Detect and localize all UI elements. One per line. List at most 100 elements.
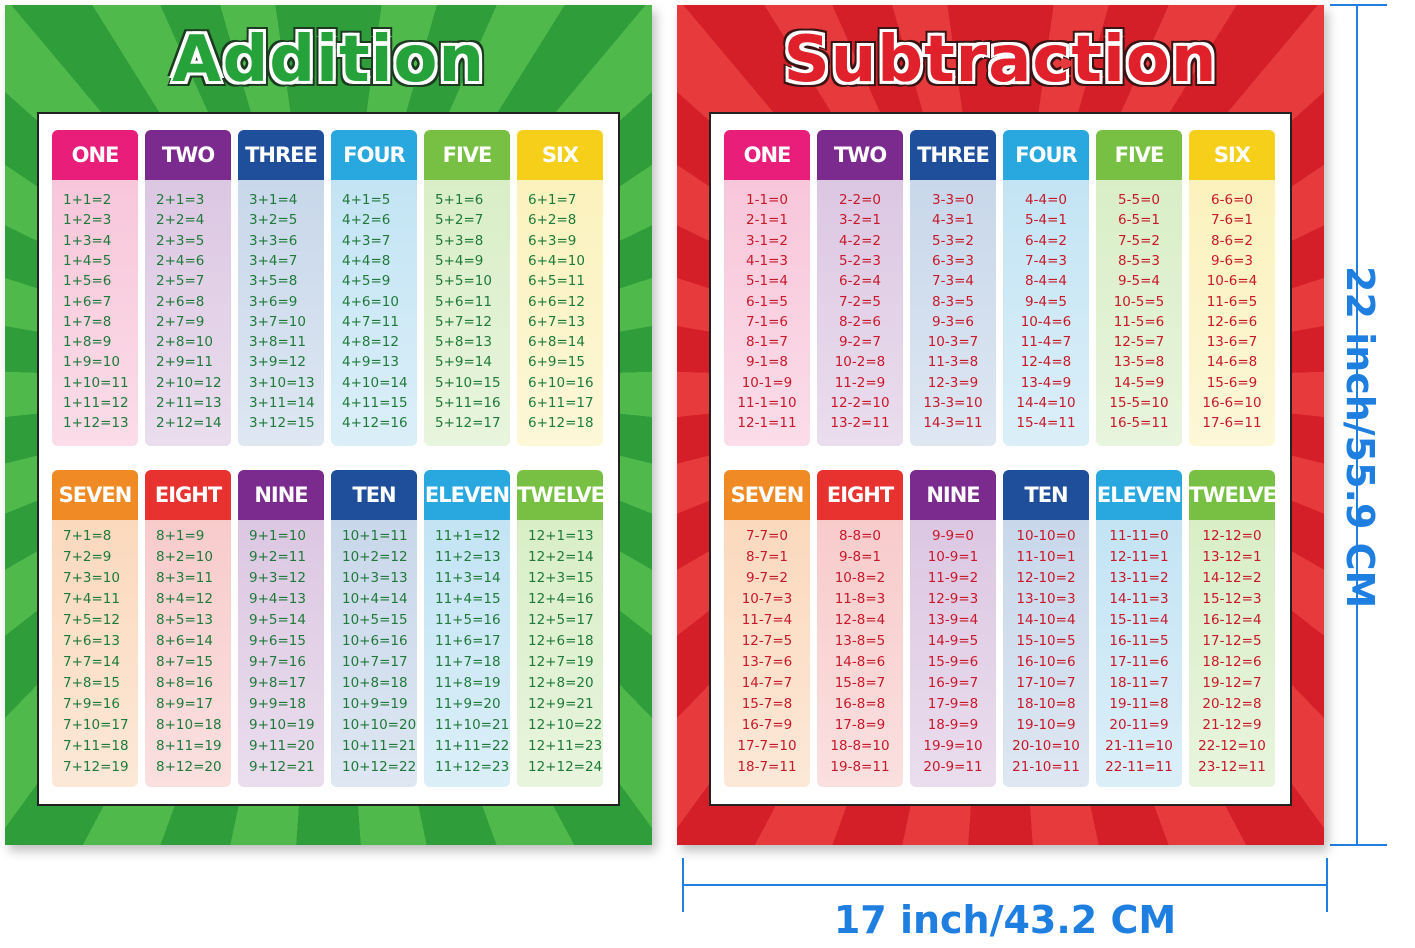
- column-header: ONE: [52, 130, 138, 180]
- equation: 12+1=13: [528, 528, 594, 544]
- equation: 10-7=3: [741, 591, 793, 607]
- column-body: [724, 180, 810, 446]
- equation: 9+10=19: [249, 717, 315, 733]
- equation: 11-4=7: [1020, 334, 1072, 351]
- equation: 10+9=19: [342, 696, 408, 712]
- equation: 2+5=7: [156, 273, 205, 290]
- equation: 15-5=10: [1109, 395, 1169, 411]
- equation: 18-8=10: [830, 738, 890, 754]
- equation: 4-2=2: [839, 232, 881, 249]
- equation: 9+7=16: [249, 654, 306, 670]
- equation: 7+10=17: [63, 717, 129, 733]
- equation: 19-8=11: [830, 759, 890, 775]
- equation: 16-9=7: [927, 675, 979, 691]
- equation: 4-1=3: [746, 252, 788, 269]
- equation: 10-1=9: [741, 374, 793, 391]
- column-body: [517, 180, 603, 446]
- equation: 12-7=5: [741, 633, 793, 649]
- equation: 5+11=16: [435, 395, 501, 411]
- equation: 14-3=11: [923, 415, 983, 432]
- equation: 13-8=5: [834, 633, 886, 649]
- equation: 3+1=4: [249, 192, 298, 208]
- equation: 5-5=0: [1118, 192, 1160, 208]
- column-header: TWELVE: [517, 470, 605, 520]
- equation: 10-6=4: [1206, 273, 1258, 290]
- equation: 8+10=18: [156, 717, 222, 733]
- column-header: ELEVEN: [424, 470, 510, 520]
- equation: 3+2=5: [249, 212, 298, 229]
- equation: 1-1=0: [746, 192, 788, 208]
- column-header: SIX: [517, 130, 603, 180]
- equation: 11+12=23: [435, 759, 510, 775]
- equation: 2+1=3: [156, 192, 205, 208]
- equation: 4-4=0: [1025, 192, 1067, 208]
- equation: 9-8=1: [839, 549, 881, 565]
- equation: 3+8=11: [249, 334, 306, 351]
- column-header: TWELVE: [1189, 470, 1277, 520]
- equation: 18-12=6: [1202, 654, 1262, 670]
- column-header: TEN: [331, 470, 417, 520]
- equation: 10+11=21: [342, 738, 417, 754]
- equation: 4+11=15: [342, 395, 408, 411]
- equation: 11-3=8: [927, 354, 979, 371]
- equation: 1+9=10: [63, 354, 120, 371]
- equation: 6-4=2: [1025, 232, 1067, 249]
- column-header: FOUR: [1003, 130, 1089, 180]
- equation: 8+8=16: [156, 675, 213, 691]
- equation: 9+9=18: [249, 696, 306, 712]
- equation: 20-9=11: [923, 759, 983, 775]
- equation: 7-7=0: [746, 528, 788, 544]
- column-header: SEVEN: [724, 470, 810, 520]
- equation: 9+4=13: [249, 591, 306, 607]
- equation: 8-6=2: [1211, 232, 1253, 249]
- equation: 12+8=20: [528, 675, 594, 691]
- equation: 3+10=13: [249, 374, 315, 391]
- equation: 8+2=10: [156, 549, 213, 565]
- equation: 6+3=9: [528, 232, 577, 249]
- equation: 13-12=1: [1202, 549, 1262, 565]
- equation: 18-10=8: [1016, 696, 1076, 712]
- equation: 3+9=12: [249, 354, 306, 371]
- equation: 10-3=7: [927, 334, 979, 351]
- equation: 9+3=12: [249, 570, 306, 586]
- equation: 10+5=15: [342, 612, 408, 628]
- column-header: ELEVEN: [1096, 470, 1182, 520]
- width-label: 17 inch/43.2 CM: [833, 898, 1177, 942]
- column-body: [910, 520, 996, 787]
- column-header: TWO: [817, 130, 903, 180]
- equation: 4+9=13: [342, 354, 399, 371]
- equation: 16-6=10: [1202, 395, 1262, 411]
- equation: 2+11=13: [156, 395, 222, 411]
- equation: 2+12=14: [156, 415, 222, 432]
- equation: 3+7=10: [249, 313, 306, 330]
- equation: 7+4=11: [63, 591, 120, 607]
- column-body: [517, 520, 603, 787]
- equation: 14-4=10: [1016, 395, 1076, 411]
- column-header: SEVEN: [52, 470, 138, 520]
- column-body: [910, 180, 996, 446]
- equation: 7+9=16: [63, 696, 120, 712]
- column-header: FOUR: [331, 130, 417, 180]
- equation: 1+7=8: [63, 313, 112, 330]
- equation: 4+7=11: [342, 313, 399, 330]
- equation: 12+7=19: [528, 654, 594, 670]
- equation: 11-8=3: [834, 591, 886, 607]
- equation: 12+6=18: [528, 633, 594, 649]
- equation: 4+3=7: [342, 232, 391, 249]
- equation: 6+10=16: [528, 374, 594, 391]
- equation: 10+8=18: [342, 675, 408, 691]
- column-body: [1096, 520, 1182, 787]
- equation: 7-2=5: [839, 293, 881, 310]
- equation: 20-11=9: [1109, 717, 1169, 733]
- equation: 2+3=5: [156, 232, 205, 249]
- equation: 14-6=8: [1206, 354, 1258, 371]
- equation: 5+7=12: [435, 313, 492, 330]
- equation: 11-10=1: [1016, 549, 1076, 565]
- equation: 7+7=14: [63, 654, 120, 670]
- equation: 7+6=13: [63, 633, 120, 649]
- column-body: [1003, 520, 1089, 787]
- equation: 1+1=2: [63, 192, 112, 208]
- equation: 8+4=12: [156, 591, 213, 607]
